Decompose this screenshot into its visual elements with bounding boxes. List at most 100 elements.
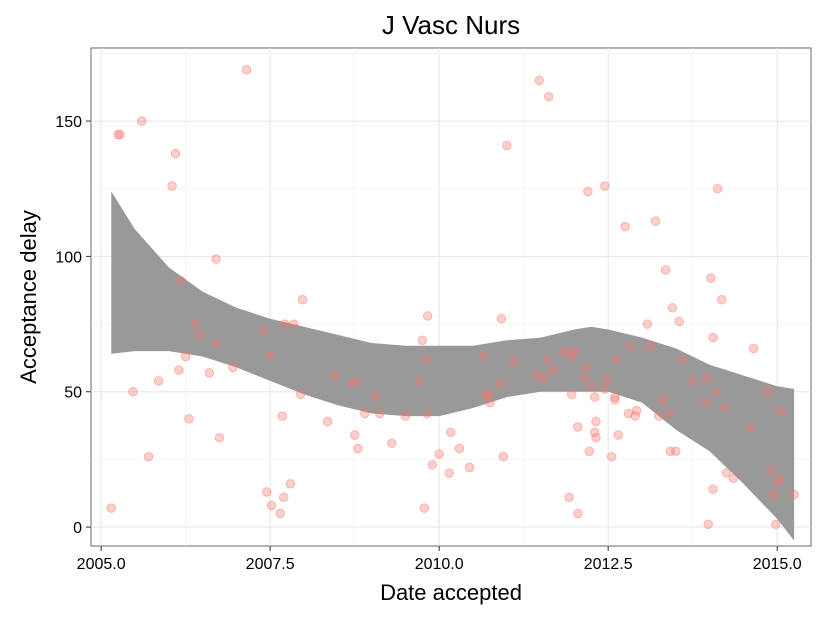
data-point (776, 406, 787, 416)
data-point (143, 452, 154, 462)
data-point (176, 276, 186, 286)
data-point (485, 397, 495, 408)
data-point (106, 503, 117, 513)
data-point (496, 314, 507, 324)
data-point (434, 449, 444, 459)
data-point (579, 373, 590, 383)
y-axis: 0 50 100 150 (55, 114, 91, 537)
data-point (454, 443, 465, 454)
data-point (719, 403, 730, 413)
data-point (573, 508, 583, 519)
confidence-band-layer (111, 191, 795, 541)
data-point (350, 430, 360, 440)
data-point (228, 362, 238, 373)
data-point (297, 295, 308, 305)
data-point (534, 75, 544, 86)
data-point (495, 378, 505, 389)
data-point (115, 129, 125, 140)
data-point (584, 446, 595, 457)
data-point (620, 221, 630, 232)
data-point (277, 411, 288, 421)
data-point (136, 116, 147, 126)
data-point (581, 362, 592, 373)
data-point (586, 381, 597, 392)
data-point (387, 438, 397, 448)
data-point (444, 468, 455, 478)
data-point (113, 129, 123, 140)
data-point (508, 357, 519, 367)
data-point (265, 351, 275, 362)
y-tick-label: 0 (73, 520, 82, 537)
y-tick-label: 100 (55, 249, 82, 266)
data-point (583, 186, 593, 197)
data-point (191, 319, 201, 329)
data-point (701, 397, 711, 408)
data-point (548, 365, 558, 375)
data-point (275, 508, 286, 519)
data-point (567, 389, 577, 400)
x-tick-label: 2005.0 (77, 556, 126, 573)
data-point (671, 446, 681, 457)
data-point (498, 452, 509, 462)
data-point (241, 64, 252, 75)
data-point (285, 479, 296, 489)
data-point (446, 427, 456, 438)
data-point (483, 389, 494, 400)
data-point (703, 519, 713, 530)
data-point (774, 473, 784, 484)
data-point (464, 462, 475, 473)
data-point (711, 387, 722, 397)
x-tick-label: 2012.5 (584, 556, 633, 573)
data-point (769, 489, 779, 500)
data-point (688, 376, 698, 386)
data-point (329, 370, 340, 381)
data-point (422, 408, 432, 419)
data-point (266, 500, 277, 511)
data-point (591, 416, 601, 427)
data-point (590, 392, 600, 402)
data-point (717, 295, 727, 305)
data-point (701, 373, 711, 383)
data-point (360, 408, 370, 419)
data-point (502, 140, 512, 151)
data-point (180, 351, 191, 362)
data-point (423, 311, 433, 321)
data-point (745, 422, 755, 432)
data-point (542, 354, 553, 365)
data-point (631, 406, 642, 416)
data-point (353, 443, 363, 454)
data-point (167, 181, 177, 191)
data-point (153, 376, 164, 386)
data-point (772, 479, 782, 489)
data-point (566, 351, 576, 362)
data-point (128, 387, 138, 397)
data-point (721, 468, 732, 478)
data-point (762, 387, 772, 397)
data-point (611, 354, 622, 365)
data-point (667, 303, 678, 313)
data-point (170, 148, 181, 159)
data-point (417, 335, 428, 346)
data-point (569, 346, 580, 356)
confidence-band (111, 191, 795, 541)
x-axis-title: Date accepted (380, 580, 522, 605)
data-point (713, 183, 723, 194)
data-point (665, 446, 676, 457)
data-point (289, 319, 299, 329)
data-point (706, 273, 716, 283)
x-tick-label: 2007.5 (246, 556, 295, 573)
data-point (600, 384, 610, 394)
y-tick-label: 50 (64, 385, 82, 402)
data-point (322, 416, 333, 427)
data-point (564, 492, 574, 503)
data-point (204, 368, 215, 378)
data-point (280, 319, 290, 329)
data-point (660, 265, 671, 275)
data-point (375, 408, 385, 419)
data-point (559, 346, 569, 356)
y-tick-label: 150 (55, 114, 82, 131)
data-point (194, 330, 204, 340)
data-point (728, 473, 739, 484)
data-point (211, 254, 221, 264)
